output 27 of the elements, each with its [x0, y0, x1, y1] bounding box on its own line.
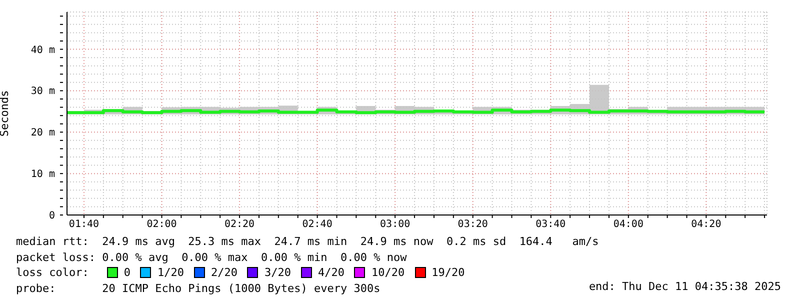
legend-label: 3/20 [264, 265, 291, 280]
legend-label: 4/20 [318, 265, 344, 280]
x-tick-label: 03:40 [536, 219, 566, 230]
legend-title: loss color: [16, 265, 89, 280]
y-tick-label: 0 [48, 210, 55, 222]
x-tick-label: 01:40 [68, 219, 100, 230]
legend-label: 10/20 [371, 265, 405, 280]
x-tick-label: 02:00 [146, 219, 177, 230]
text: probe: 20 ICMP Echo Pings (1000 Bytes) every 300s [16, 282, 380, 294]
y-axis-title: Seconds [0, 90, 11, 137]
x-tick-label: 04:00 [613, 219, 644, 230]
legend-label: 19/20 [432, 265, 465, 280]
text: end: Thu Dec 11 04:35:38 2025 [588, 280, 781, 293]
text: median rtt: 24.9 ms avg 25.3 ms max 24.7 ms min 24.9 ms now 0.2 ms sd 164.4 am/s [16, 234, 599, 250]
y-tick-label: 30 m [30, 86, 55, 98]
y-tick-label: 40 m [30, 44, 55, 56]
text: packet loss: 0.00 % avg 0.00 % max 0.00 % min 0.00 % now [16, 250, 408, 265]
legend-label: 1/20 [157, 265, 184, 280]
x-tick-label: 02:20 [224, 219, 255, 230]
x-tick-label: 03:00 [380, 219, 410, 230]
y-tick-label: 20 m [30, 128, 55, 139]
y-tick-label: 10 m [30, 169, 55, 180]
legend-label: 0 [124, 265, 130, 280]
x-tick-label: 03:20 [458, 219, 488, 230]
legend-label: 2/20 [210, 265, 238, 280]
x-tick-label: 04:20 [691, 219, 722, 230]
x-tick-label: 02:40 [302, 219, 332, 230]
